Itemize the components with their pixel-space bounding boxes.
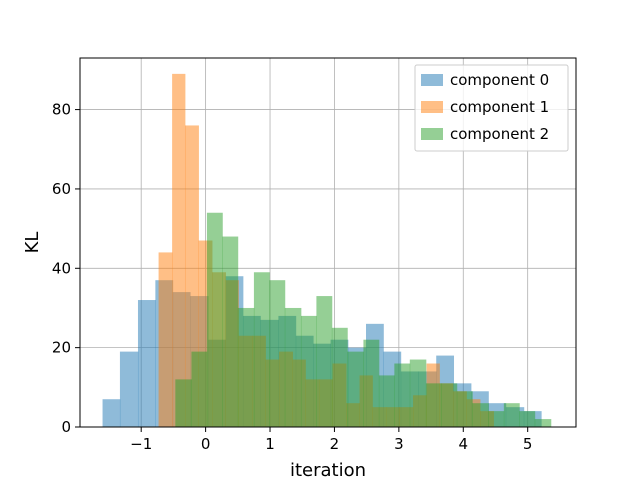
histogram-bar [503,403,520,427]
y-tick-label: 0 [61,418,71,436]
histogram-bars [102,73,552,428]
histogram-bar [206,212,223,427]
x-tick-label: 1 [265,435,275,453]
x-tick-label: −1 [130,435,152,453]
legend-swatch [421,128,443,140]
histogram-bar [488,411,505,427]
legend-label: component 0 [450,71,549,89]
y-tick-label: 80 [52,101,71,119]
histogram-bar [363,339,380,427]
y-tick-label: 40 [52,259,71,277]
histogram-bar [284,307,302,427]
y-tick-label: 20 [52,339,71,357]
axis-ticks: −1 0 1 2 3 4 5 0 20 40 60 80 [52,101,533,453]
histogram-bar [222,236,239,427]
x-tick-label: 0 [201,435,211,453]
legend-label: component 1 [450,98,549,116]
histogram-bar [394,363,411,427]
legend-swatch [421,74,443,86]
histogram-bar [269,280,286,427]
histogram-bar [331,327,348,427]
histogram-bar [253,272,270,427]
histogram-bar [456,391,473,427]
histogram-bar [102,399,121,427]
x-tick-label: 3 [394,435,404,453]
legend-box [414,64,569,152]
x-tick-label: 4 [458,435,468,453]
histogram-bar [409,359,427,427]
histogram-bar [347,351,364,427]
histogram-bar [237,307,255,427]
histogram-bar [534,419,552,427]
y-axis-label: KL [22,232,43,254]
x-tick-label: 5 [523,435,533,453]
histogram-bar [172,73,186,427]
legend-label: component 2 [450,125,549,143]
histogram-bar [425,383,442,427]
histogram-bar [137,300,156,427]
histogram-bar [441,383,458,427]
x-tick-label: 2 [330,435,340,453]
legend-swatch [421,101,443,113]
histogram-bar [191,351,208,427]
histogram-bar [158,252,173,427]
legend: component 0 component 1 component 2 [414,64,569,152]
histogram-bar [472,403,489,427]
histogram-bar [119,351,139,427]
histogram-bar [378,375,395,427]
y-tick-label: 60 [52,180,71,198]
plot-frame [79,57,577,428]
histogram-bar [519,411,536,427]
histogram-bar [300,315,317,427]
x-axis-label: iteration [290,460,366,480]
histogram-bar [316,296,333,427]
histogram-bar [175,379,192,427]
series-2-bars [175,212,552,427]
